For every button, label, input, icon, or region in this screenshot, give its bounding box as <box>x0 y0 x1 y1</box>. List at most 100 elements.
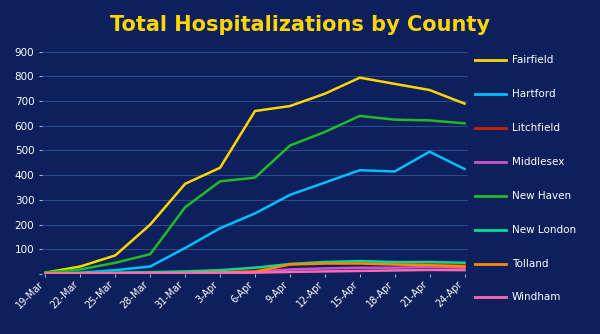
New London <box>77 271 84 275</box>
New Haven <box>146 252 154 256</box>
Litchfield <box>112 271 119 275</box>
Hartford <box>321 181 328 185</box>
Fairfield <box>146 222 154 226</box>
Middlesex <box>286 268 293 272</box>
New Haven <box>77 268 84 272</box>
New Haven <box>251 176 259 180</box>
Tolland <box>426 263 433 267</box>
Fairfield <box>391 82 398 86</box>
Middlesex <box>112 272 119 276</box>
New London <box>42 272 49 276</box>
Litchfield <box>251 269 259 273</box>
New London <box>426 260 433 264</box>
Fairfield <box>42 271 49 275</box>
Windham <box>461 268 468 272</box>
Line: Fairfield: Fairfield <box>46 78 464 273</box>
Line: Windham: Windham <box>46 270 464 274</box>
Litchfield <box>391 262 398 266</box>
New Haven <box>426 118 433 122</box>
Line: Middlesex: Middlesex <box>46 267 464 274</box>
Litchfield <box>321 260 328 264</box>
Text: Middlesex: Middlesex <box>512 157 564 167</box>
Fairfield <box>112 254 119 258</box>
New London <box>251 266 259 270</box>
Litchfield <box>286 262 293 266</box>
Tolland <box>77 272 84 276</box>
Text: New London: New London <box>512 224 576 234</box>
New London <box>112 271 119 275</box>
Fairfield <box>321 92 328 96</box>
Tolland <box>356 262 364 266</box>
Text: Hartford: Hartford <box>512 89 556 99</box>
Windham <box>426 268 433 272</box>
New Haven <box>112 261 119 265</box>
Middlesex <box>426 265 433 269</box>
Tolland <box>217 271 224 275</box>
Line: Tolland: Tolland <box>46 264 464 274</box>
Middlesex <box>146 271 154 275</box>
Litchfield <box>42 272 49 276</box>
Middlesex <box>321 267 328 271</box>
Hartford <box>426 150 433 154</box>
Middlesex <box>77 272 84 276</box>
Fairfield <box>356 76 364 80</box>
New Haven <box>356 114 364 118</box>
Fairfield <box>217 166 224 170</box>
Windham <box>251 271 259 275</box>
Middlesex <box>182 271 189 275</box>
Tolland <box>251 270 259 274</box>
Windham <box>286 270 293 274</box>
New Haven <box>217 179 224 183</box>
Windham <box>42 272 49 276</box>
Tolland <box>112 272 119 276</box>
Middlesex <box>356 266 364 270</box>
Fairfield <box>77 265 84 269</box>
Line: New Haven: New Haven <box>46 116 464 273</box>
Middlesex <box>251 270 259 274</box>
Hartford <box>112 268 119 272</box>
Windham <box>112 272 119 276</box>
New Haven <box>182 205 189 209</box>
New London <box>391 260 398 264</box>
Fairfield <box>426 88 433 92</box>
Tolland <box>461 265 468 269</box>
New London <box>356 259 364 263</box>
Fairfield <box>286 104 293 108</box>
Hartford <box>356 168 364 172</box>
Litchfield <box>77 272 84 276</box>
New London <box>321 260 328 264</box>
New London <box>182 270 189 274</box>
Middlesex <box>391 266 398 270</box>
Hartford <box>77 271 84 275</box>
Hartford <box>286 193 293 197</box>
Tolland <box>286 263 293 267</box>
Text: Total Hospitalizations by County: Total Hospitalizations by County <box>110 15 490 35</box>
Line: Litchfield: Litchfield <box>46 262 464 274</box>
Litchfield <box>182 270 189 274</box>
Tolland <box>182 271 189 275</box>
Line: Hartford: Hartford <box>46 152 464 273</box>
Windham <box>182 271 189 275</box>
Windham <box>321 270 328 274</box>
Middlesex <box>217 271 224 275</box>
Middlesex <box>461 266 468 270</box>
Windham <box>356 269 364 273</box>
Hartford <box>146 265 154 269</box>
New London <box>217 268 224 272</box>
Tolland <box>146 271 154 275</box>
Tolland <box>42 272 49 276</box>
Hartford <box>217 226 224 230</box>
Middlesex <box>42 272 49 276</box>
Hartford <box>391 169 398 173</box>
Text: Litchfield: Litchfield <box>512 123 560 133</box>
New Haven <box>461 121 468 125</box>
Tolland <box>321 262 328 266</box>
Text: Fairfield: Fairfield <box>512 55 553 65</box>
New London <box>286 262 293 266</box>
Windham <box>77 272 84 276</box>
Litchfield <box>356 260 364 264</box>
Litchfield <box>461 263 468 267</box>
Windham <box>391 269 398 273</box>
Fairfield <box>461 102 468 106</box>
Litchfield <box>146 271 154 275</box>
